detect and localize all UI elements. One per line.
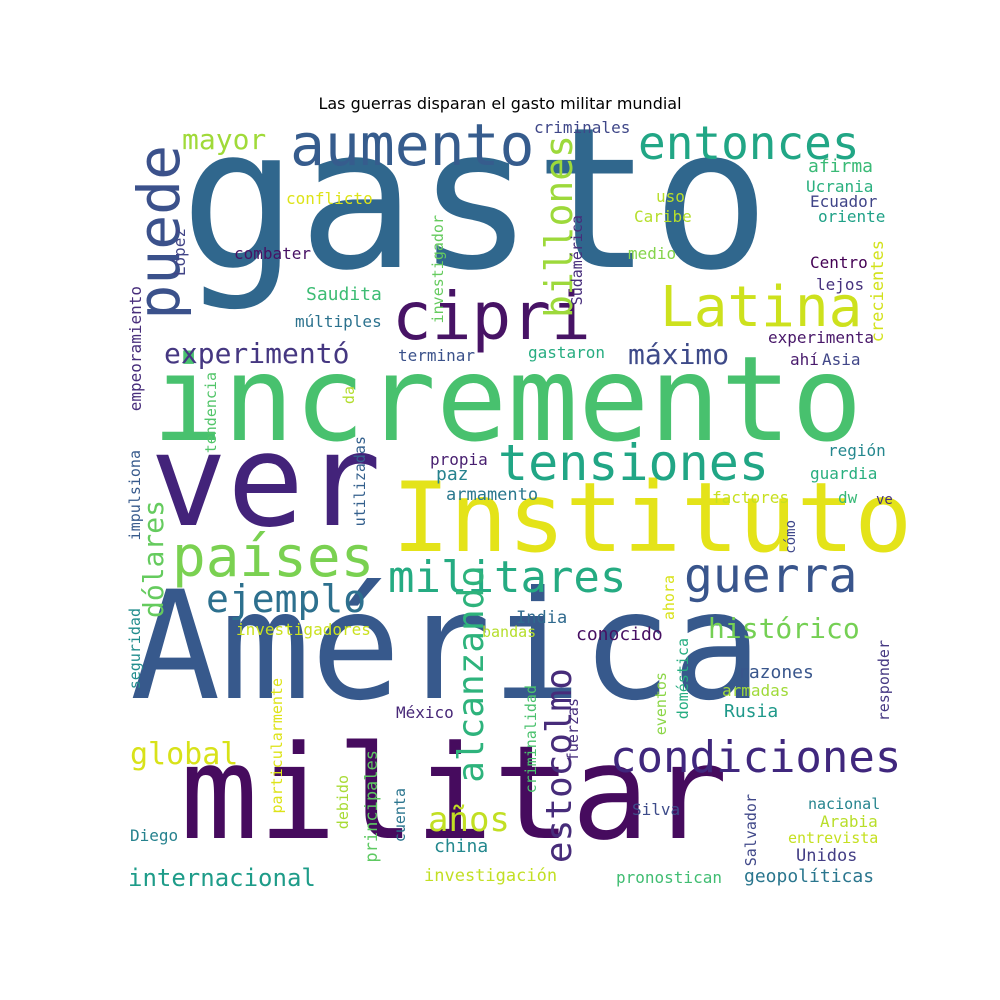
word-nacional: nacional <box>808 795 881 813</box>
word-entrevista: entrevista <box>788 829 879 847</box>
word-dolares: dólares <box>137 500 170 619</box>
word-india: India <box>516 608 568 628</box>
word-principales: principales <box>362 750 382 863</box>
word-ahora: ahora <box>660 575 678 621</box>
word-cuenta: cuenta <box>391 788 409 843</box>
word-afirma: afirma <box>808 156 874 177</box>
word-oriente: oriente <box>818 207 886 226</box>
word-propia: propia <box>430 450 488 469</box>
word-anos: años <box>428 800 510 840</box>
word-ucrania: Ucrania <box>806 177 874 196</box>
word-internacional: internacional <box>128 864 316 892</box>
word-conflicto: conflicto <box>286 189 373 208</box>
word-asia: Asia <box>822 350 861 369</box>
word-seguridad: seguridad <box>126 608 144 690</box>
word-uso: uso <box>656 187 685 206</box>
word-multiples: múltiples <box>295 312 382 331</box>
word-investigadores: investigadores <box>236 620 371 639</box>
word-diego: Diego <box>130 826 179 845</box>
word-razones: razones <box>738 662 814 683</box>
word-maximo: máximo <box>628 338 730 371</box>
word-paz: paz <box>436 464 469 485</box>
word-terminar: terminar <box>398 346 476 365</box>
word-crecientes: crecientes <box>868 240 888 343</box>
word-eventos: eventos <box>652 672 670 736</box>
word-como: cómo <box>783 520 799 554</box>
word-armamento: armamento <box>446 485 539 505</box>
word-gastaron: gastaron <box>528 343 606 362</box>
word-latina: Latina <box>660 275 863 340</box>
word-america: América <box>130 560 763 734</box>
word-ecuador: Ecuador <box>810 192 878 211</box>
word-fuerzas: fuerzas <box>564 698 582 762</box>
word-caribe: Caribe <box>634 207 692 226</box>
word-incremento: incremento <box>152 330 863 468</box>
word-criminales: criminales <box>534 118 631 137</box>
word-sudamerica: Sudamérica <box>568 215 586 306</box>
word-da: da <box>340 386 358 405</box>
word-ve: ve <box>876 492 893 508</box>
word-bandas: bandas <box>482 623 537 641</box>
word-responder: responder <box>875 640 893 722</box>
word-ejemplo: ejemplo <box>206 577 367 621</box>
word-lejos: lejos <box>816 275 865 294</box>
word-empeoramiento: empeoramiento <box>126 286 145 412</box>
word-domestica: doméstica <box>674 638 692 720</box>
word-militar: militar <box>180 717 728 869</box>
word-saudita: Saudita <box>306 284 382 305</box>
word-china: china <box>434 836 489 857</box>
word-arabia: Arabia <box>820 812 878 831</box>
word-tensiones: tensiones <box>498 434 769 492</box>
word-entonces: entonces <box>638 116 860 170</box>
figure-title: Las guerras disparan el gasto militar mu… <box>318 94 682 113</box>
word-militares: militares <box>388 552 627 603</box>
word-centro: Centro <box>810 253 868 272</box>
word-ahi: ahí <box>790 350 819 369</box>
word-silva: Silva <box>632 800 681 819</box>
word-armadas: armadas <box>722 681 790 700</box>
word-rusia: Rusia <box>724 701 779 722</box>
word-dw: dw <box>838 488 858 507</box>
word-criminalidad: criminalidad <box>522 685 540 794</box>
word-condiciones: condiciones <box>610 732 902 783</box>
word-alcanzando: alcanzando <box>451 566 492 783</box>
word-experimenta: experimenta <box>768 328 874 347</box>
word-lopez: López <box>170 228 189 277</box>
word-ver: ver <box>150 407 382 556</box>
word-global: global <box>130 737 239 772</box>
word-guardia: guardia <box>810 464 878 483</box>
word-impulsiona: impulsiona <box>126 450 144 541</box>
word-debido: debido <box>334 775 352 830</box>
word-guerra: guerra <box>684 548 858 604</box>
word-salvador: Salvador <box>742 794 760 867</box>
word-tendencia: tendencia <box>202 372 220 454</box>
word-medio: medio <box>628 244 677 263</box>
word-region: región <box>828 441 886 460</box>
word-unidos: Unidos <box>796 846 858 866</box>
word-historico: histórico <box>708 612 860 645</box>
word-factores: factores <box>712 488 790 507</box>
word-instituto: Instituto <box>392 462 913 574</box>
word-cipri: cipri <box>392 278 591 355</box>
word-gasto: gasto <box>180 86 771 314</box>
word-conocido: conocido <box>576 624 663 645</box>
word-pronostican: pronostican <box>616 868 722 887</box>
word-mexico: México <box>396 703 454 722</box>
word-utilizadas: utilizadas <box>351 436 369 527</box>
word-geopoliticas: geopolíticas <box>744 866 875 887</box>
word-mayor: mayor <box>182 123 267 156</box>
word-investigacion: investigación <box>424 866 558 886</box>
word-particularmente: particularmente <box>268 678 286 814</box>
word-aumento: aumento <box>290 111 535 179</box>
word-combater: combater <box>234 244 312 263</box>
word-experimento: experimentó <box>164 337 350 370</box>
word-investigador: investigador <box>429 215 447 324</box>
word-paises: países <box>172 525 375 590</box>
